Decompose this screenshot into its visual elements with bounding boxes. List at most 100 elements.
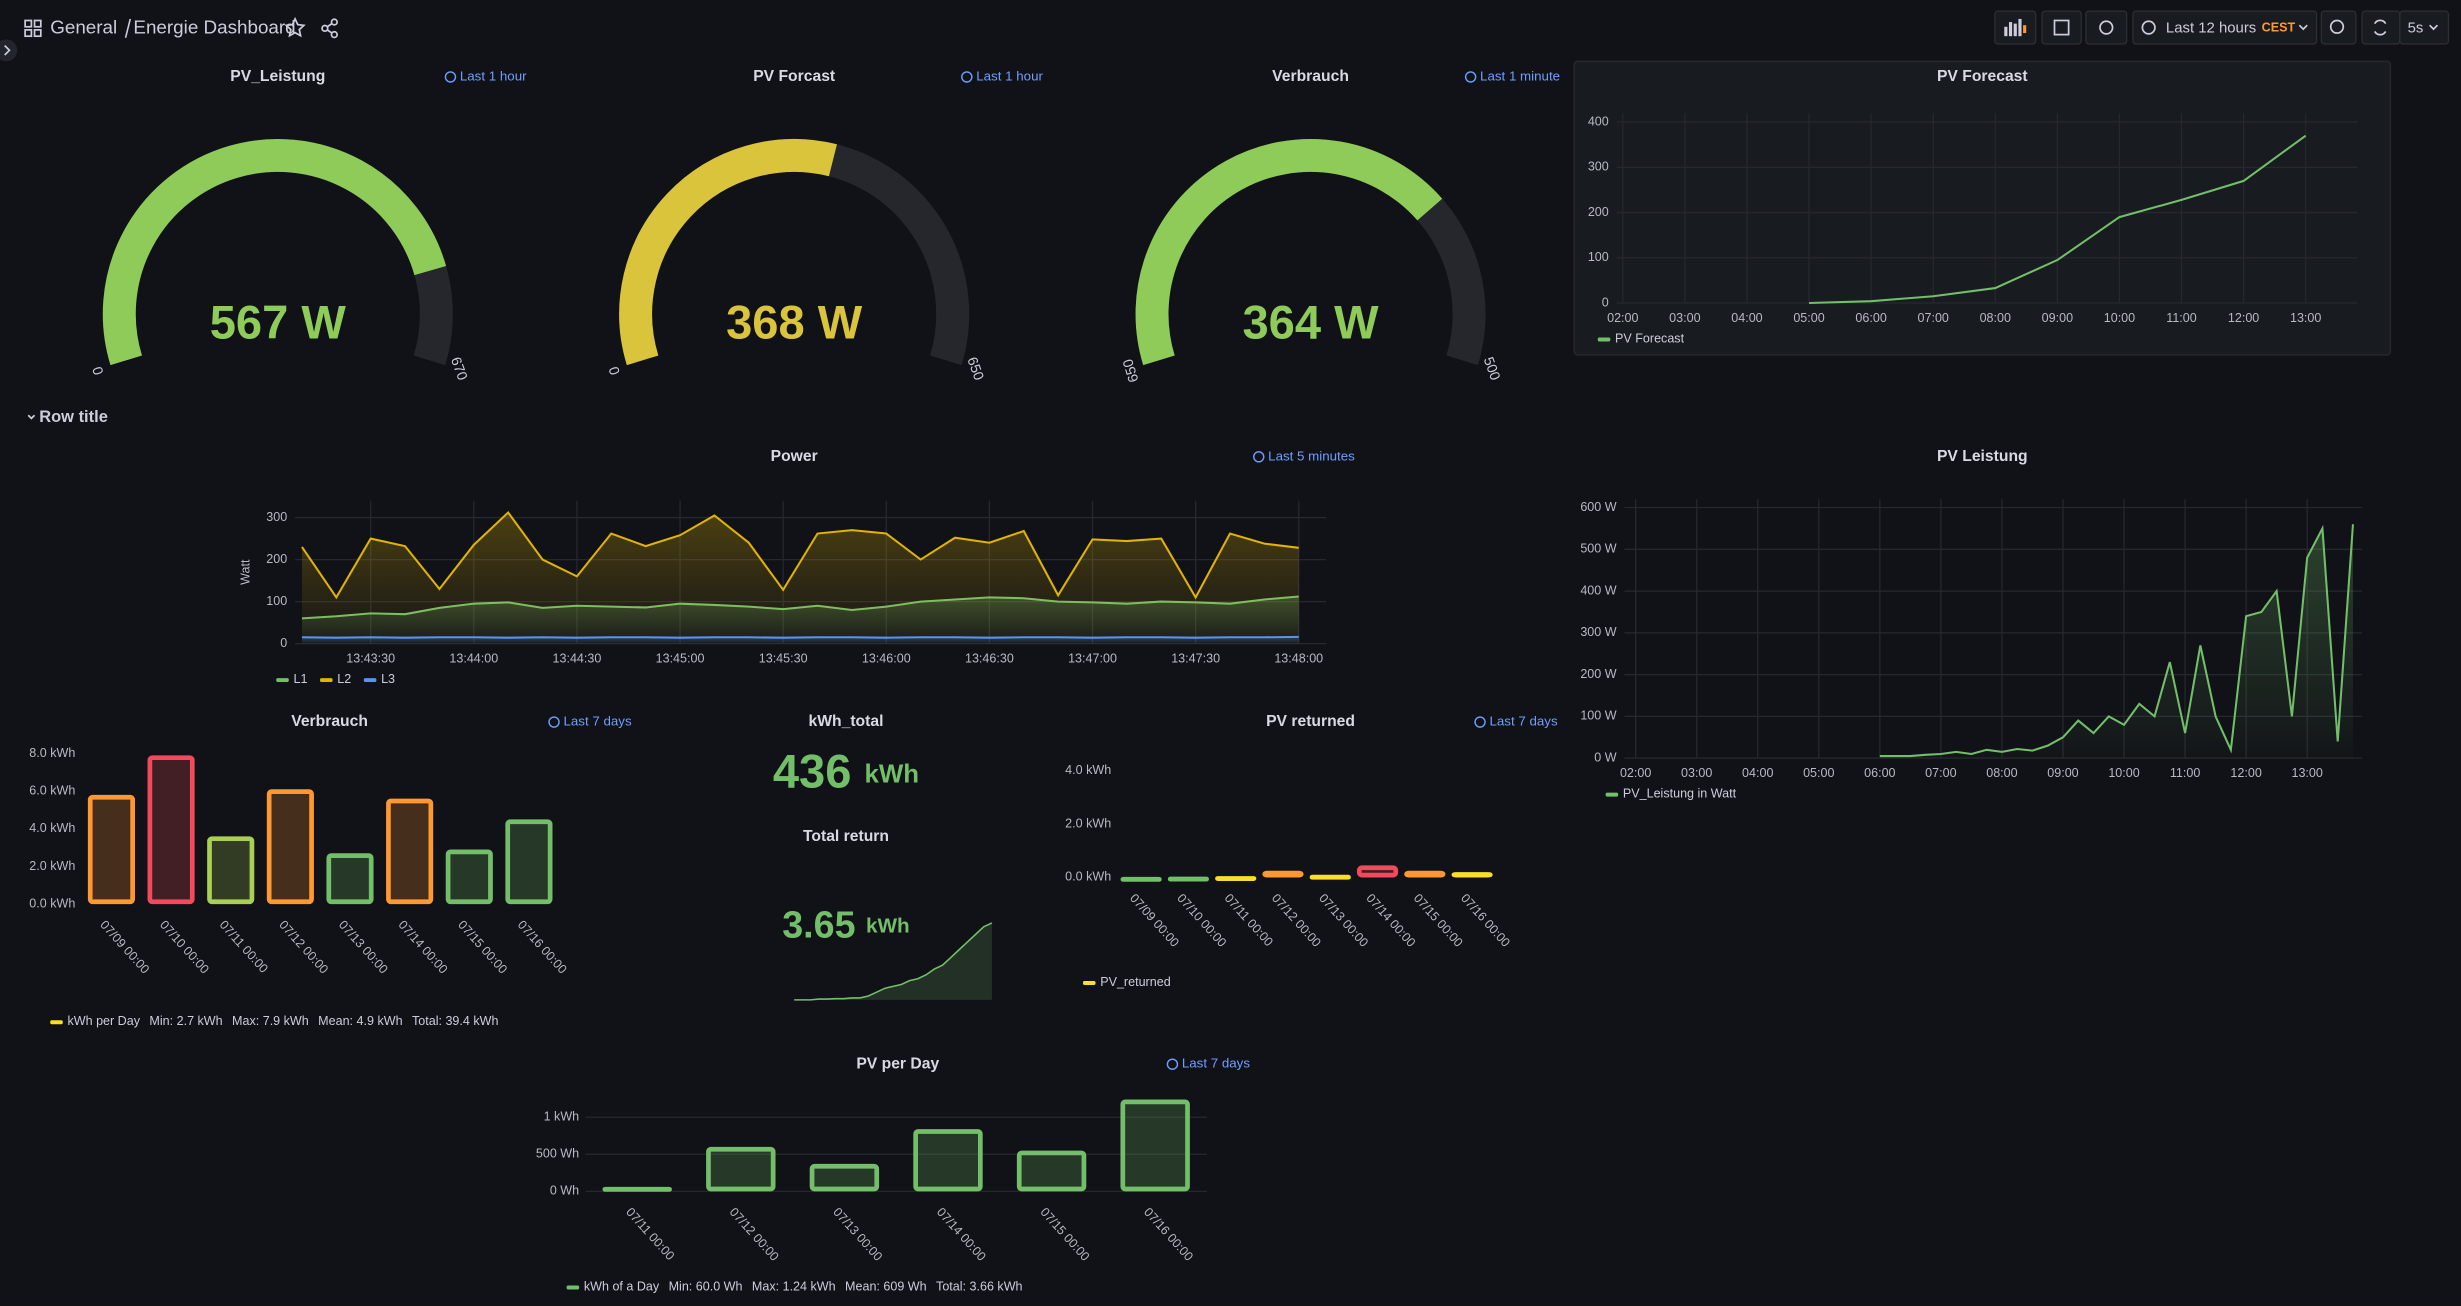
- x-tick-label: 12:00: [2228, 311, 2259, 325]
- bar: [386, 798, 434, 905]
- x-tick-label: 02:00: [1620, 766, 1651, 780]
- bar: [809, 1163, 880, 1192]
- time-range-link[interactable]: Last 1 hour: [460, 69, 527, 84]
- legend-label: L3: [381, 672, 395, 686]
- y-tick-label: 0: [280, 636, 287, 650]
- y-tick-label: 4.0 kWh: [1065, 763, 1111, 777]
- bar: [706, 1146, 776, 1192]
- y-tick-label: 1 kWh: [544, 1110, 580, 1124]
- y-tick-label: 200: [266, 552, 287, 566]
- clock-icon: [548, 716, 560, 728]
- dashboard-title[interactable]: Energie Dashboard: [133, 16, 295, 37]
- time-range-link[interactable]: Last 7 days: [1182, 1056, 1250, 1071]
- gauge-unit: W: [1334, 296, 1379, 349]
- refresh-button[interactable]: [2361, 10, 2401, 45]
- panel-title: PV per Day: [856, 1055, 939, 1072]
- gauge-number: 364: [1242, 296, 1321, 349]
- x-tick-label: 13:48:00: [1274, 652, 1323, 666]
- bar: [1016, 1150, 1087, 1192]
- x-tick-label: 02:00: [1607, 311, 1638, 325]
- x-tick-label: 13:44:00: [449, 652, 498, 666]
- x-tick-label: 03:00: [1669, 311, 1700, 325]
- y-tick-label: 100 W: [1580, 709, 1616, 723]
- gauge-max: 500: [1481, 355, 1504, 383]
- series-line: [301, 510, 1299, 600]
- y-tick-label: 600 W: [1580, 500, 1616, 514]
- gauge-unit: W: [818, 296, 863, 349]
- legend-swatch: [276, 678, 289, 683]
- zoom-out-button[interactable]: [2320, 10, 2357, 45]
- save-icon: [2053, 19, 2070, 36]
- y-tick-label: 200 W: [1580, 667, 1616, 681]
- zoom-icon: [2329, 19, 2345, 34]
- x-tick-label: 13:45:00: [656, 652, 705, 666]
- clock-icon: [1474, 716, 1486, 728]
- panel-title: PV returned: [1266, 713, 1355, 730]
- bar: [445, 849, 493, 905]
- y-tick-label: 500 Wh: [536, 1147, 579, 1161]
- x-tick-label: 13:46:00: [862, 652, 911, 666]
- x-tick-label: 13:00: [2290, 311, 2321, 325]
- row-collapse-icon[interactable]: [27, 414, 36, 420]
- star-button[interactable]: [284, 16, 306, 38]
- refresh-interval-label: 5s: [2408, 20, 2424, 36]
- sparkline-area: [794, 922, 992, 1000]
- bar: [1451, 872, 1493, 878]
- stat-number: 3.65: [782, 904, 855, 946]
- x-tick-label: 05:00: [1803, 766, 1834, 780]
- settings-button[interactable]: [2085, 10, 2128, 45]
- x-tick-label: 13:47:30: [1171, 652, 1220, 666]
- legend-swatch: [1597, 337, 1611, 342]
- x-tick-label: 09:00: [2047, 766, 2078, 780]
- clock-icon: [1253, 451, 1265, 463]
- panel-title: Power: [771, 448, 818, 465]
- time-range-link[interactable]: Last 1 hour: [976, 69, 1043, 84]
- row-title[interactable]: Row title: [39, 408, 108, 426]
- time-range-link[interactable]: Last 7 days: [1489, 714, 1557, 729]
- stat-unit: kWh: [866, 915, 910, 938]
- y-tick-label: 300: [266, 510, 287, 524]
- legend-stat: Min: 2.7 kWh: [149, 1014, 222, 1028]
- time-picker[interactable]: [2132, 10, 2318, 45]
- y-tick-label: 100: [266, 594, 287, 608]
- x-tick-label: 10:00: [2108, 766, 2139, 780]
- clock-icon: [1464, 71, 1477, 83]
- y-tick-label: 0 W: [1594, 750, 1616, 764]
- timezone: CEST: [2262, 21, 2296, 35]
- bar: [913, 1129, 983, 1192]
- time-range-link[interactable]: Last 5 minutes: [1268, 448, 1355, 463]
- x-tick-label: 08:00: [1980, 311, 2011, 325]
- y-tick-label: 6.0 kWh: [29, 783, 75, 797]
- y-tick-label: 0: [1602, 295, 1609, 309]
- save-button[interactable]: [2041, 10, 2082, 45]
- dashboard-icon[interactable]: [24, 19, 42, 38]
- legend-swatch: [363, 678, 377, 683]
- share-button[interactable]: [321, 18, 338, 39]
- y-tick-label: 0.0 kWh: [29, 896, 75, 910]
- legend-label: PV_Leistung in Watt: [1623, 787, 1737, 801]
- gauge-number: 368: [726, 296, 805, 349]
- panel-title: Verbrauch: [1272, 68, 1349, 85]
- legend-swatch: [1082, 981, 1096, 985]
- x-tick-label: 10:00: [2104, 311, 2135, 325]
- series-line: [1809, 134, 2307, 305]
- legend-swatch: [50, 1020, 63, 1025]
- gauge-number: 567: [210, 296, 289, 349]
- clock-icon: [961, 71, 973, 83]
- gauge-unit: W: [301, 296, 346, 349]
- gauge-fill: [1135, 138, 1443, 366]
- time-range-link[interactable]: Last 7 days: [563, 714, 631, 729]
- panel-title: PV Leistung: [1937, 448, 2028, 465]
- time-range-link[interactable]: Last 1 minute: [1480, 69, 1560, 84]
- settings-icon: [2099, 20, 2114, 35]
- panel-title: Verbrauch: [291, 713, 368, 730]
- breadcrumb[interactable]: General: [50, 16, 117, 37]
- legend-label: PV_returned: [1100, 975, 1170, 989]
- clock-icon: [2141, 20, 2156, 35]
- legend-label: kWh of a Day: [584, 1279, 660, 1293]
- refresh-interval[interactable]: [2399, 10, 2450, 45]
- gauge-max: 650: [964, 355, 987, 383]
- gauge-max: 670: [448, 355, 471, 383]
